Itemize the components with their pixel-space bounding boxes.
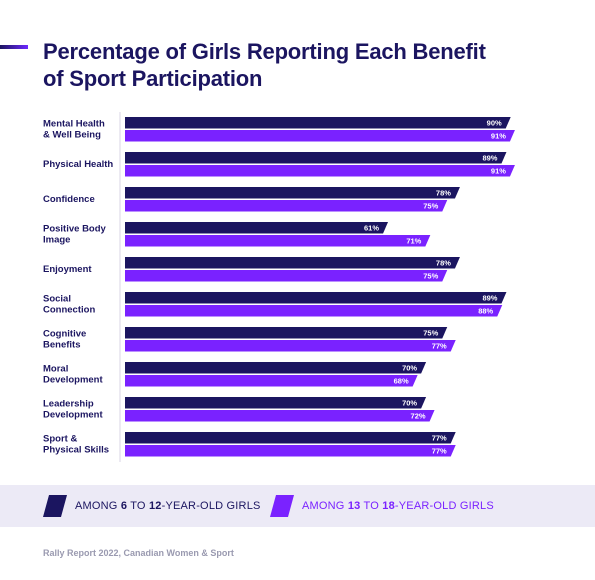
data-label: 70% (402, 399, 417, 408)
data-label: 75% (423, 272, 438, 281)
bar-6-to-12 (125, 257, 460, 269)
data-label: 89% (482, 294, 497, 303)
bar-chart: Mental Health & Well Being 90% 91% Physical … (43, 112, 515, 462)
bar-13-to-18 (125, 410, 435, 422)
category-label: Confidence (43, 194, 95, 205)
bar-6-to-12 (125, 397, 427, 409)
bar-6-to-12 (125, 187, 460, 199)
legend-label-younger: AMONG 6 TO 12-YEAR-OLD GIRLS (75, 500, 261, 512)
legend-swatch-dark (43, 495, 67, 517)
data-label: 71% (406, 237, 421, 246)
bar-6-to-12 (125, 432, 456, 444)
data-label: 90% (487, 119, 502, 128)
bar-13-to-18 (125, 445, 456, 457)
bar-6-to-12 (125, 292, 507, 304)
category-label: Positive Body Image (43, 224, 107, 246)
category-label: Cognitive Benefits (43, 329, 86, 351)
category-label: Moral Development (43, 364, 103, 386)
category-label: Physical Health (43, 159, 113, 170)
data-label: 91% (491, 167, 506, 176)
data-label: 68% (394, 377, 409, 386)
category-label: Enjoyment (43, 264, 92, 275)
chart-title-line-1: Percentage of Girls Reporting Each Benef… (43, 39, 486, 64)
bar-6-to-12 (125, 327, 448, 339)
data-label: 77% (432, 447, 447, 456)
bar-13-to-18 (125, 200, 448, 212)
bar-13-to-18 (125, 270, 448, 282)
data-label: 72% (411, 412, 426, 421)
chart-title-line-2: of Sport Participation (43, 66, 263, 91)
legend-item-older: AMONG 13 TO 18-YEAR-OLD GIRLS (270, 495, 494, 517)
chart-title: Percentage of Girls Reporting Each Benef… (43, 38, 563, 92)
data-label: 78% (436, 189, 451, 198)
bar-13-to-18 (125, 375, 418, 387)
legend: AMONG 6 TO 12-YEAR-OLD GIRLS AMONG 13 TO… (0, 485, 595, 527)
category-label: Mental Health & Well Being (43, 119, 105, 141)
data-label: 61% (364, 224, 379, 233)
category-label: Leadership Development (43, 399, 103, 421)
accent-bar (0, 45, 28, 49)
data-label: 77% (432, 434, 447, 443)
bar-6-to-12 (125, 117, 511, 129)
legend-label-older: AMONG 13 TO 18-YEAR-OLD GIRLS (302, 500, 494, 512)
bar-6-to-12 (125, 152, 507, 164)
bar-6-to-12 (125, 362, 427, 374)
data-label: 88% (478, 307, 493, 316)
data-label: 75% (423, 329, 438, 338)
data-label: 89% (482, 154, 497, 163)
data-label: 75% (423, 202, 438, 211)
data-label: 78% (436, 259, 451, 268)
category-label: Sport & Physical Skills (43, 434, 109, 456)
bar-13-to-18 (125, 305, 503, 317)
bar-13-to-18 (125, 130, 515, 142)
data-label: 70% (402, 364, 417, 373)
data-label: 77% (432, 342, 447, 351)
legend-swatch-purple (270, 495, 294, 517)
bar-13-to-18 (125, 235, 431, 247)
category-label: Social Connection (43, 294, 95, 316)
source-note: Rally Report 2022, Canadian Women & Spor… (43, 548, 234, 558)
bar-6-to-12 (125, 222, 389, 234)
legend-item-younger: AMONG 6 TO 12-YEAR-OLD GIRLS (43, 495, 261, 517)
bar-13-to-18 (125, 340, 456, 352)
bar-13-to-18 (125, 165, 515, 177)
data-label: 91% (491, 132, 506, 141)
